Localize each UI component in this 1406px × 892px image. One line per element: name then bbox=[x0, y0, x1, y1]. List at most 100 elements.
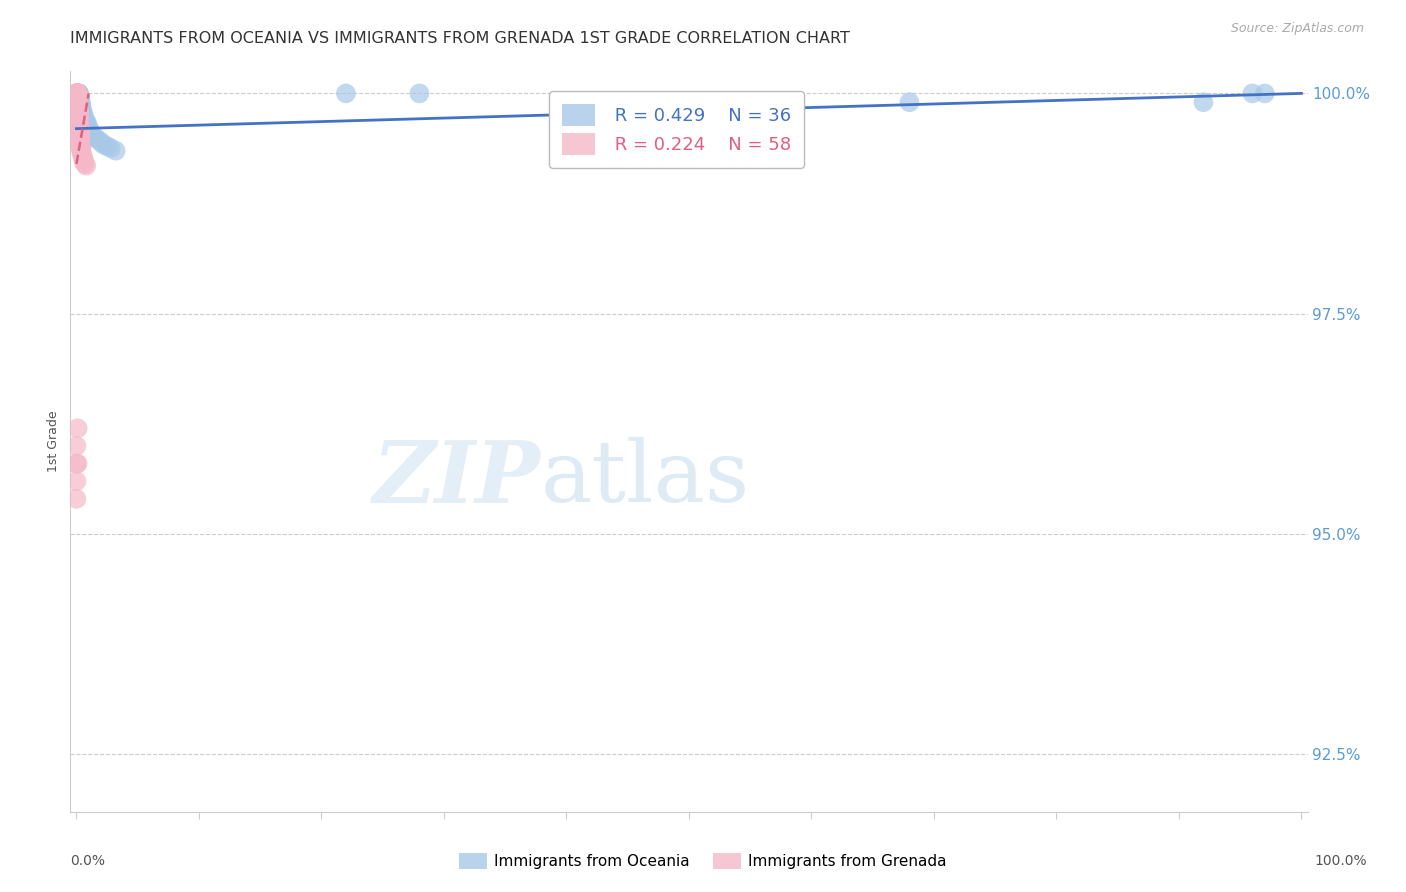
Point bbox=[335, 87, 357, 101]
Point bbox=[67, 112, 90, 127]
Point bbox=[100, 141, 122, 155]
Point bbox=[73, 108, 96, 122]
Point bbox=[66, 87, 89, 101]
Point bbox=[66, 93, 89, 107]
Point bbox=[65, 439, 87, 453]
Point bbox=[80, 126, 103, 140]
Point bbox=[93, 137, 115, 152]
Legend:  R = 0.429    N = 36,  R = 0.224    N = 58: R = 0.429 N = 36, R = 0.224 N = 58 bbox=[550, 92, 804, 168]
Point bbox=[69, 91, 91, 105]
Point bbox=[70, 145, 93, 160]
Point bbox=[67, 116, 90, 130]
Point bbox=[69, 139, 91, 153]
Point bbox=[69, 95, 91, 110]
Point bbox=[69, 130, 91, 145]
Point bbox=[67, 120, 90, 134]
Point bbox=[79, 123, 101, 137]
Point bbox=[1241, 87, 1264, 101]
Point bbox=[66, 95, 89, 109]
Point bbox=[408, 87, 430, 101]
Point bbox=[66, 95, 89, 110]
Text: 100.0%: 100.0% bbox=[1315, 854, 1367, 868]
Point bbox=[69, 121, 91, 136]
Point bbox=[70, 103, 93, 118]
Point bbox=[77, 121, 100, 136]
Point bbox=[66, 457, 89, 471]
Text: Source: ZipAtlas.com: Source: ZipAtlas.com bbox=[1230, 22, 1364, 36]
Point bbox=[72, 148, 94, 162]
Point bbox=[65, 87, 87, 101]
Point bbox=[73, 157, 96, 171]
Point bbox=[65, 87, 87, 101]
Point bbox=[66, 97, 89, 112]
Point bbox=[66, 92, 89, 106]
Point bbox=[70, 141, 93, 155]
Point bbox=[67, 111, 90, 125]
Point bbox=[66, 87, 89, 101]
Point bbox=[73, 111, 96, 125]
Point bbox=[67, 108, 90, 122]
Point bbox=[70, 144, 93, 158]
Point bbox=[1192, 95, 1215, 110]
Point bbox=[70, 143, 93, 157]
Point bbox=[67, 118, 90, 132]
Text: IMMIGRANTS FROM OCEANIA VS IMMIGRANTS FROM GRENADA 1ST GRADE CORRELATION CHART: IMMIGRANTS FROM OCEANIA VS IMMIGRANTS FR… bbox=[70, 31, 851, 46]
Point bbox=[67, 110, 90, 124]
Point bbox=[898, 95, 921, 110]
Point bbox=[67, 107, 90, 121]
Point bbox=[69, 128, 91, 143]
Point bbox=[96, 139, 118, 153]
Point bbox=[72, 103, 94, 118]
Point bbox=[66, 87, 89, 101]
Point bbox=[72, 150, 94, 164]
Point bbox=[75, 114, 97, 128]
Point bbox=[66, 87, 89, 101]
Legend: Immigrants from Oceania, Immigrants from Grenada: Immigrants from Oceania, Immigrants from… bbox=[453, 847, 953, 875]
Point bbox=[86, 132, 108, 146]
Point bbox=[66, 87, 89, 101]
Point bbox=[69, 134, 91, 148]
Point bbox=[69, 137, 91, 152]
Point bbox=[73, 112, 96, 127]
Point bbox=[69, 123, 91, 137]
Point bbox=[65, 87, 87, 101]
Point bbox=[69, 136, 91, 150]
Point bbox=[76, 117, 98, 131]
Point bbox=[82, 128, 104, 143]
Point bbox=[66, 421, 89, 435]
Point bbox=[66, 101, 89, 115]
Point bbox=[66, 88, 89, 103]
Point bbox=[104, 144, 127, 158]
Point bbox=[67, 87, 90, 101]
Point bbox=[72, 105, 94, 120]
Point bbox=[66, 100, 89, 114]
Point bbox=[65, 87, 87, 101]
Point bbox=[65, 457, 87, 471]
Point bbox=[65, 474, 87, 488]
Text: 0.0%: 0.0% bbox=[70, 854, 105, 868]
Point bbox=[65, 491, 87, 506]
Point bbox=[90, 135, 112, 149]
Point bbox=[1254, 87, 1277, 101]
Point bbox=[65, 87, 87, 101]
Point bbox=[65, 87, 87, 101]
Point bbox=[73, 153, 96, 167]
Point bbox=[73, 155, 96, 169]
Point bbox=[67, 103, 90, 118]
Text: ZIP: ZIP bbox=[373, 437, 540, 520]
Y-axis label: 1st Grade: 1st Grade bbox=[46, 410, 60, 473]
Text: atlas: atlas bbox=[540, 437, 749, 520]
Point bbox=[67, 87, 90, 101]
Point bbox=[70, 100, 93, 114]
Point bbox=[75, 159, 97, 173]
Point bbox=[66, 90, 89, 104]
Point bbox=[70, 97, 93, 112]
Point bbox=[83, 130, 105, 145]
Point bbox=[69, 132, 91, 146]
Point bbox=[67, 105, 90, 120]
Point bbox=[69, 127, 91, 141]
Point bbox=[67, 87, 90, 101]
Point bbox=[67, 102, 90, 116]
Point bbox=[65, 87, 87, 101]
Point bbox=[67, 114, 90, 128]
